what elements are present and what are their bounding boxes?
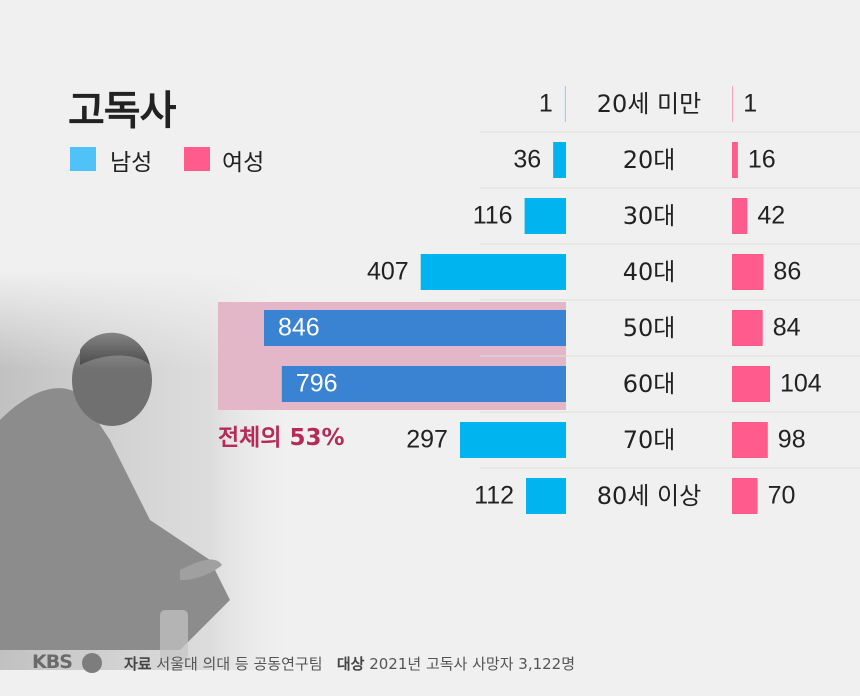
category-label: 80세 이상 [597,482,701,510]
female-bar [732,422,768,458]
legend-male-swatch [70,147,96,171]
male-value-label: 407 [367,258,409,286]
source-key: 자료 [124,655,152,673]
female-bar [732,310,763,346]
male-bar [459,422,566,458]
legend-female-swatch [184,147,210,171]
kbs-logo: KBS [32,651,73,673]
highlight-annotation: 전체의 53% [218,425,345,451]
female-value-label: 42 [757,202,785,230]
female-value-label: 70 [768,482,796,510]
chart-title: 고독사 [68,88,176,134]
female-bar [732,366,770,402]
male-value-label: 297 [406,426,448,454]
male-value-label: 846 [278,314,320,342]
male-bar [553,142,566,178]
legend-female-label: 여성 [222,150,265,176]
female-bar [732,142,738,178]
category-label: 50대 [623,314,676,342]
category-label: 20대 [623,146,676,174]
female-bar [732,198,748,234]
male-bar [264,310,566,346]
category-label: 30대 [623,202,676,230]
footer: KBS 자료 서울대 의대 등 공동연구팀 대상 2021년 고독사 사망자 3… [0,645,860,681]
female-value-label: 86 [773,258,801,286]
female-bar [732,478,758,514]
female-value-label: 98 [778,426,806,454]
category-label: 40대 [623,258,676,286]
female-value-label: 84 [773,314,801,342]
female-value-label: 16 [748,146,776,174]
female-bar [732,254,764,290]
target-value: 2021년 고독사 사망자 3,122명 [369,655,576,673]
female-value-label: 1 [743,90,757,118]
male-value-label: 36 [513,146,541,174]
source-note: 자료 서울대 의대 등 공동연구팀 대상 2021년 고독사 사망자 3,122… [124,653,575,674]
category-label: 20세 미만 [597,90,701,118]
male-value-label: 1 [539,90,553,118]
source-value: 서울대 의대 등 공동연구팀 [156,655,323,673]
male-value-label: 112 [474,482,514,510]
male-value-label: 796 [296,370,338,398]
male-bar [564,86,566,122]
female-value-label: 104 [780,370,822,398]
male-bar [281,366,566,402]
category-label: 70대 [623,426,676,454]
male-bar [526,478,566,514]
female-bar [732,86,734,122]
male-value-label: 116 [473,202,513,230]
legend-male-label: 남성 [110,150,153,176]
target-key: 대상 [336,655,365,673]
category-label: 60대 [623,370,676,398]
male-bar [420,254,566,290]
male-bar [524,198,566,234]
kbs-logo-icon [82,653,102,673]
